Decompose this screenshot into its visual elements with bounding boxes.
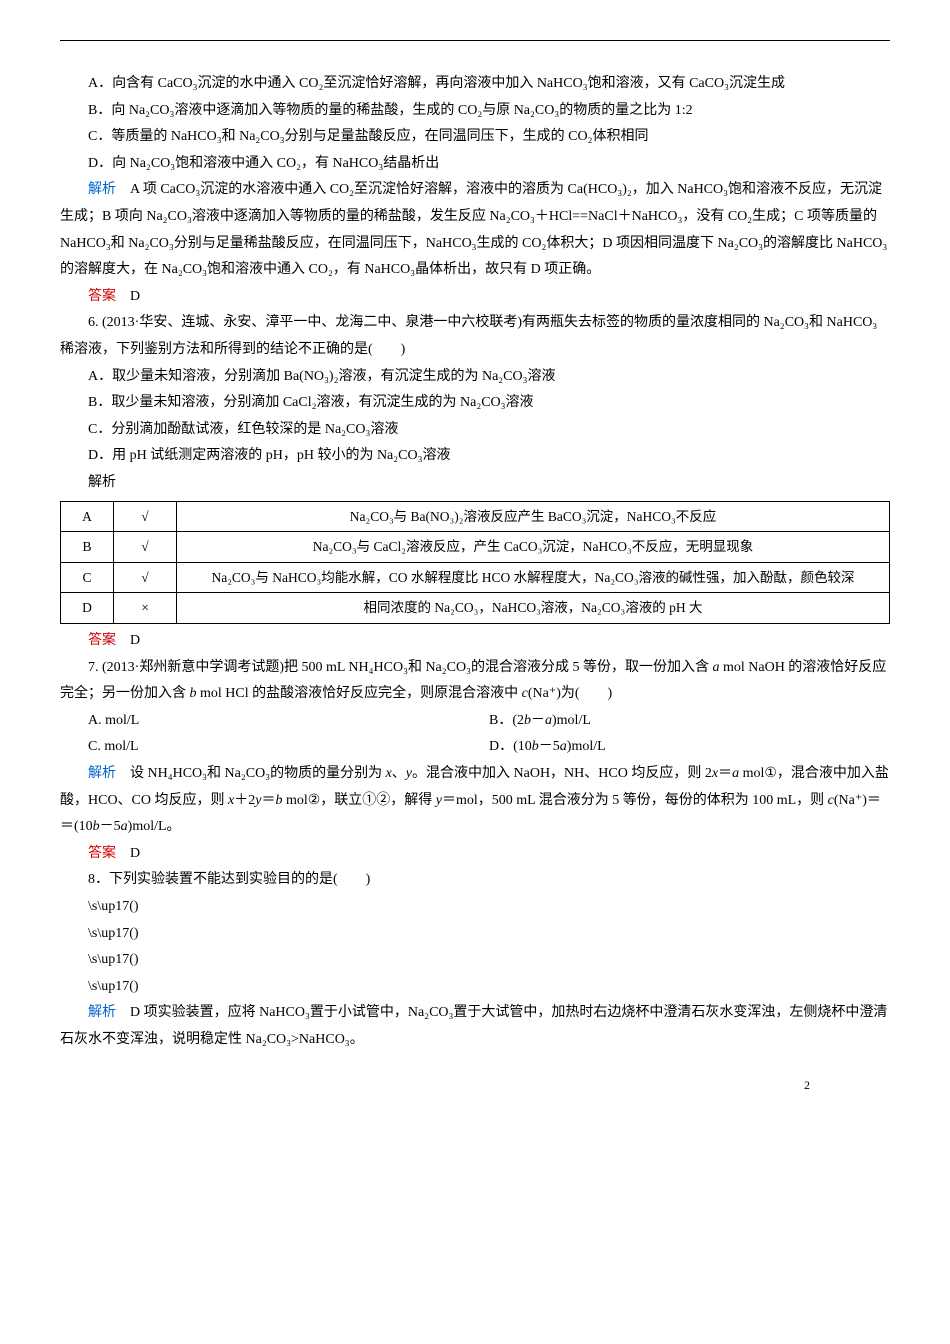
row-text: 相同浓度的 Na₂CO₃，NaHCO₃溶液，Na₂CO₃溶液的 pH 大 [177,593,890,624]
answer-label: 答案 [88,846,116,861]
stem-part: (Na⁺)为( ) [528,686,612,701]
row-key: C [61,562,114,593]
ana-part: ＝mol，500 mL 混合液分为 5 等份，每份的体积为 100 mL，则 [442,793,828,808]
var-x: x [712,766,718,781]
q6-option-a: A．取少量未知溶液，分别滴加 Ba(NO₃)₂溶液，有沉淀生成的为 Na₂CO₃… [60,364,890,391]
q5-option-c: C．等质量的 NaHCO₃和 Na₂CO₃分别与足量盐酸反应，在同温同压下，生成… [60,124,890,151]
opt-part: )mol/L [567,739,606,754]
ana-part: mol②，联立①②，解得 [282,793,435,808]
answer-label: 答案 [88,633,116,648]
q7-stem: 7. (2013·郑州新意中学调考试题)把 500 mL NH₄HCO₃和 Na… [60,655,890,708]
q5-option-d: D．向 Na₂CO₃饱和溶液中通入 CO₂，有 NaHCO₃结晶析出 [60,151,890,178]
var-b: b [93,819,100,834]
row-mark: √ [114,501,177,532]
q5-option-a: A．向含有 CaCO₃沉淀的水中通入 CO₂至沉淀恰好溶解，再向溶液中加入 Na… [60,71,890,98]
q6-option-b: B．取少量未知溶液，分别滴加 CaCl₂溶液，有沉淀生成的为 Na₂CO₃溶液 [60,390,890,417]
q8-placeholder-line: \s\up17() [60,921,890,948]
ana-part: )mol/L。 [128,819,181,834]
q6-answer-text: D [116,633,140,648]
q7-answer: 答案 D [60,841,890,868]
table-row: A √ Na₂CO₃与 Ba(NO₃)₂溶液反应产生 BaCO₃沉淀，NaHCO… [61,501,890,532]
q7-option-a: A. mol/L [88,708,489,735]
var-b: b [190,686,197,701]
page-top-rule [60,40,890,41]
q6-option-d: D．用 pH 试纸测定两溶液的 pH，pH 较小的为 Na₂CO₃溶液 [60,443,890,470]
var-y: y [255,793,261,808]
q7-analysis: 解析 设 NH₄HCO₃和 Na₂CO₃的物质的量分别为 x、y。混合液中加入 … [60,761,890,841]
q6-stem: 6. (2013·华安、连城、永安、漳平一中、龙海二中、泉港一中六校联考)有两瓶… [60,310,890,363]
ana-part: 设 NH₄HCO₃和 Na₂CO₃的物质的量分别为 [116,766,386,781]
var-b: b [532,739,539,754]
var-a: a [732,766,739,781]
table-row: D × 相同浓度的 Na₂CO₃，NaHCO₃溶液，Na₂CO₃溶液的 pH 大 [61,593,890,624]
q5-option-b: B．向 Na₂CO₃溶液中逐滴加入等物质的量的稀盐酸，生成的 CO₂与原 Na₂… [60,98,890,125]
q8-analysis: 解析 D 项实验装置，应将 NaHCO₃置于小试管中，Na₂CO₃置于大试管中，… [60,1000,890,1053]
var-a: a [545,713,552,728]
row-mark: √ [114,532,177,563]
q7-options-row1: A. mol/L B．(2b－a)mol/L [60,708,890,735]
analysis-label: 解析 [88,182,116,197]
q8-analysis-text: D 项实验装置，应将 NaHCO₃置于小试管中，Na₂CO₃置于大试管中，加热时… [60,1005,887,1047]
var-x: x [228,793,234,808]
q7-option-b: B．(2b－a)mol/L [489,708,591,735]
table-row: C √ Na₂CO₃与 NaHCO₃均能水解，CO 水解程度比 HCO 水解程度… [61,562,890,593]
footer: 2 [60,1074,890,1114]
var-a: a [121,819,128,834]
q5-answer-text: D [116,289,140,304]
row-mark: √ [114,562,177,593]
var-x: x [386,766,392,781]
q8-placeholder-line: \s\up17() [60,947,890,974]
opt-part: D．(10 [489,739,532,754]
page-number: 2 [804,1074,810,1097]
row-key: A [61,501,114,532]
q8-stem: 8．下列实验装置不能达到实验目的的是( ) [60,867,890,894]
row-text: Na₂CO₃与 Ba(NO₃)₂溶液反应产生 BaCO₃沉淀，NaHCO₃不反应 [177,501,890,532]
q6-answer: 答案 D [60,628,890,655]
q7-option-d: D．(10b－5a)mol/L [489,734,606,761]
opt-part: )mol/L [552,713,591,728]
stem-part: 7. (2013·郑州新意中学调考试题)把 500 mL NH₄HCO₃和 Na… [88,660,712,675]
row-key: B [61,532,114,563]
table-row: B √ Na₂CO₃与 CaCl₂溶液反应，产生 CaCO₃沉淀，NaHCO₃不… [61,532,890,563]
ana-part: 。混合液中加入 NaOH，NH、HCO 均反应，则 2 [412,766,712,781]
q7-option-c: C. mol/L [88,734,489,761]
analysis-label: 解析 [88,766,116,781]
q7-options-row2: C. mol/L D．(10b－5a)mol/L [60,734,890,761]
q8-placeholder-line: \s\up17() [60,894,890,921]
q5-answer: 答案 D [60,284,890,311]
q7-answer-text: D [116,846,140,861]
stem-part: mol HCl 的盐酸溶液恰好反应完全，则原混合溶液中 [197,686,522,701]
var-b: b [524,713,531,728]
analysis-label: 解析 [88,1005,116,1020]
q6-table: A √ Na₂CO₃与 Ba(NO₃)₂溶液反应产生 BaCO₃沉淀，NaHCO… [60,501,890,625]
row-text: Na₂CO₃与 NaHCO₃均能水解，CO 水解程度比 HCO 水解程度大，Na… [177,562,890,593]
row-key: D [61,593,114,624]
q8-placeholder-line: \s\up17() [60,974,890,1001]
answer-label: 答案 [88,289,116,304]
opt-part: B．(2 [489,713,524,728]
q6-analysis-label: 解析 [60,470,890,497]
q6-option-c: C．分别滴加酚酞试液，红色较深的是 Na₂CO₃溶液 [60,417,890,444]
q5-analysis: 解析 A 项 CaCO₃沉淀的水溶液中通入 CO₂至沉淀恰好溶解，溶液中的溶质为… [60,177,890,283]
opt-part: － [531,713,545,728]
var-a: a [560,739,567,754]
q5-analysis-text: A 项 CaCO₃沉淀的水溶液中通入 CO₂至沉淀恰好溶解，溶液中的溶质为 Ca… [60,182,887,277]
row-mark: × [114,593,177,624]
opt-part: －5 [539,739,560,754]
row-text: Na₂CO₃与 CaCl₂溶液反应，产生 CaCO₃沉淀，NaHCO₃不反应，无… [177,532,890,563]
